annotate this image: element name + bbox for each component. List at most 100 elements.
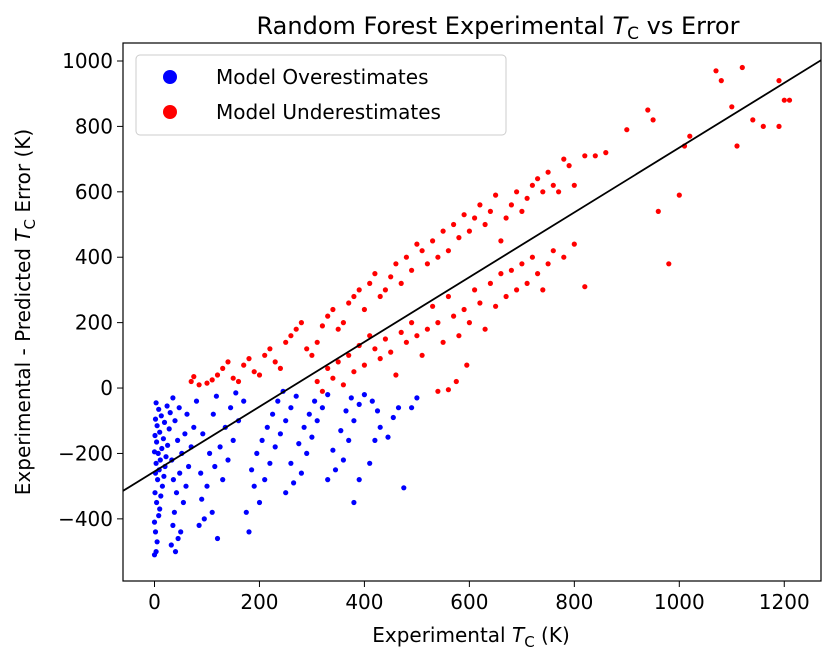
data-point: [739, 64, 745, 71]
data-point: [201, 516, 207, 522]
data-point: [220, 477, 226, 483]
data-point: [314, 418, 320, 424]
legend-box: [135, 54, 507, 136]
data-point: [351, 293, 357, 300]
data-point: [212, 463, 218, 470]
data-point: [153, 460, 159, 466]
data-point: [356, 287, 362, 293]
data-point: [645, 107, 651, 113]
data-point: [293, 326, 299, 332]
data-point: [283, 339, 289, 345]
legend-label: Model Overestimates: [216, 65, 429, 89]
data-point: [199, 496, 205, 502]
data-point: [786, 97, 793, 103]
data-point: [582, 153, 588, 159]
data-point: [409, 267, 415, 273]
x-tick-label: 800: [555, 590, 593, 614]
data-point: [158, 413, 164, 419]
data-point: [158, 493, 164, 499]
data-point: [288, 460, 294, 466]
data-point: [335, 326, 341, 332]
data-point: [676, 192, 682, 198]
data-point: [304, 450, 310, 456]
data-point: [182, 431, 188, 437]
data-point: [309, 352, 315, 358]
data-point: [650, 117, 656, 123]
data-point: [183, 483, 189, 489]
data-point: [424, 326, 430, 332]
data-point: [592, 153, 598, 159]
data-point: [283, 490, 289, 496]
data-point: [377, 293, 383, 300]
data-point: [414, 241, 420, 247]
data-point: [220, 365, 226, 371]
data-point: [535, 176, 541, 182]
data-point: [435, 254, 441, 260]
data-point: [351, 418, 357, 424]
data-point: [228, 405, 234, 411]
data-point: [217, 444, 223, 450]
data-point: [372, 437, 378, 443]
data-point: [561, 254, 567, 260]
data-point: [314, 378, 320, 385]
data-point: [582, 284, 588, 290]
data-point: [157, 506, 163, 512]
data-point: [155, 477, 161, 483]
data-point: [424, 261, 430, 267]
data-point: [493, 303, 499, 309]
data-point: [314, 339, 320, 345]
data-point: [170, 522, 176, 529]
data-point: [403, 339, 409, 345]
data-point: [466, 320, 472, 326]
x-tick-label: 1000: [654, 590, 705, 614]
data-point: [167, 410, 173, 416]
data-point: [291, 480, 297, 486]
data-point: [335, 359, 341, 365]
x-tick-label: 600: [450, 590, 488, 614]
data-point: [356, 477, 362, 483]
x-tick-label: 1200: [759, 590, 810, 614]
series-overestimates: [151, 388, 420, 558]
data-point: [177, 470, 183, 476]
data-point: [176, 405, 182, 411]
data-point: [348, 395, 354, 401]
y-tick-label: 1000: [62, 49, 113, 73]
data-point: [372, 346, 378, 352]
data-point: [170, 395, 176, 401]
data-point: [435, 320, 441, 326]
data-point: [209, 377, 215, 383]
data-point: [249, 467, 255, 473]
data-point: [272, 359, 278, 365]
data-point: [277, 365, 283, 371]
data-point: [209, 509, 215, 515]
data-point: [503, 215, 509, 221]
data-point: [498, 238, 504, 244]
data-point: [309, 434, 315, 440]
data-point: [440, 339, 446, 345]
data-point: [196, 382, 202, 388]
x-tick-label: 200: [240, 590, 278, 614]
data-point: [230, 375, 236, 381]
data-point: [409, 405, 415, 411]
data-point: [267, 346, 273, 352]
data-point: [264, 424, 270, 430]
data-point: [151, 449, 158, 455]
data-point: [361, 392, 367, 398]
data-point: [361, 362, 367, 368]
data-point: [388, 349, 394, 355]
data-point: [351, 369, 357, 375]
data-point: [388, 274, 394, 280]
data-point: [312, 398, 318, 404]
data-point: [477, 300, 483, 306]
data-point: [262, 352, 268, 358]
data-point: [414, 333, 420, 339]
data-point: [456, 333, 462, 339]
data-point: [776, 78, 782, 84]
data-point: [776, 123, 782, 129]
data-point: [419, 248, 425, 254]
data-point: [304, 346, 310, 352]
data-point: [152, 490, 158, 496]
data-point: [445, 387, 451, 393]
data-point: [508, 202, 514, 208]
